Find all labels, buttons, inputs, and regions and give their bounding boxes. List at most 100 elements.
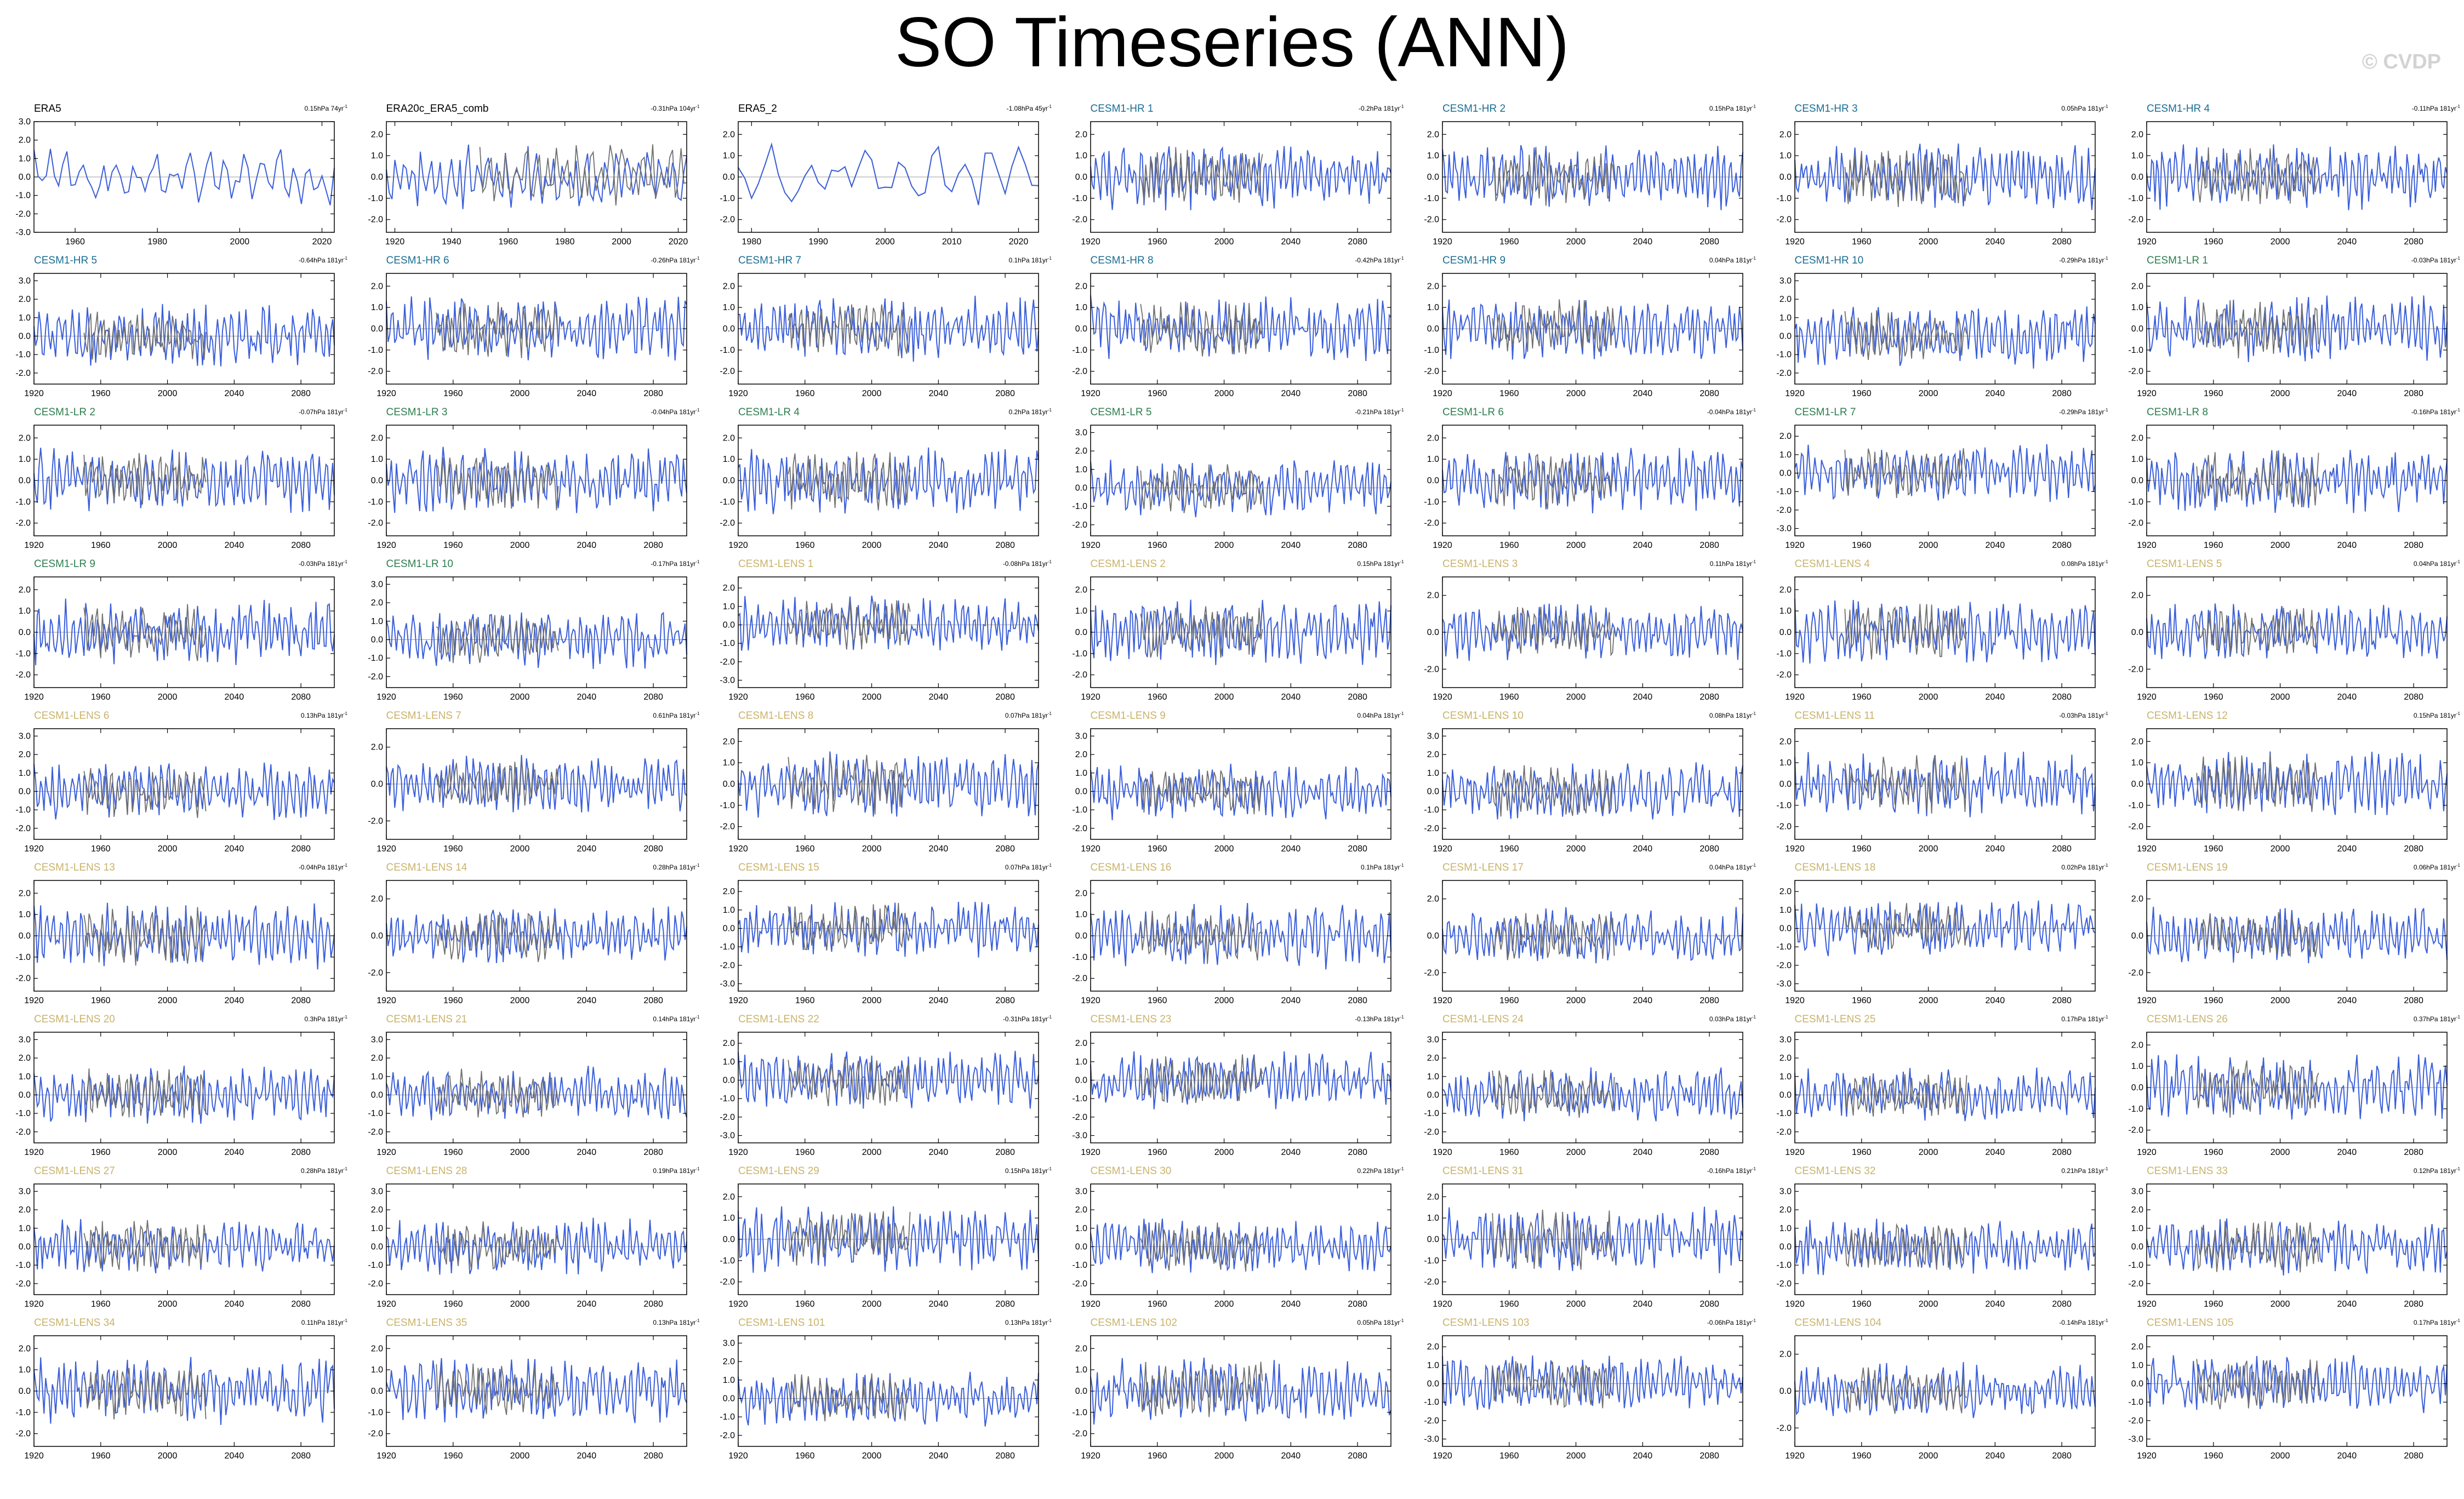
x-tick-label: 2000 xyxy=(1918,1148,1938,1157)
x-tick-label: 1960 xyxy=(443,996,463,1005)
y-tick-label: -2.0 xyxy=(368,519,383,528)
y-tick-label: 0.0 xyxy=(1075,324,1087,334)
y-tick-label: 2.0 xyxy=(2131,433,2143,443)
model-series-line xyxy=(1442,603,1743,661)
timeseries-panel: CESM1-LENS 105 0.17hPa 181yr-1 2.0 1.0 0.0 -1… xyxy=(2113,1316,2464,1468)
y-tick-label: 2.0 xyxy=(1779,585,1791,594)
model-series-line xyxy=(1442,907,1743,964)
x-tick-label: 2080 xyxy=(291,693,311,702)
y-tick-label: 0.0 xyxy=(1779,1242,1791,1251)
x-tick-label: 2020 xyxy=(1009,237,1029,247)
trend-exponent: -1 xyxy=(343,1015,347,1020)
y-tick-label: 2.0 xyxy=(1779,887,1791,896)
x-tick-label: 1920 xyxy=(1785,389,1805,398)
panel-title: CESM1-LENS 33 xyxy=(2147,1165,2228,1177)
y-tick-label: -2.0 xyxy=(1776,1128,1792,1137)
y-tick-label: 2.0 xyxy=(2131,1205,2143,1215)
x-tick-label: 2080 xyxy=(2404,1451,2423,1461)
trend-label: 0.04hPa 181yr-1 xyxy=(1709,863,1756,871)
y-tick-label: 3.0 xyxy=(1779,1035,1791,1044)
timeseries-panel: CESM1-LENS 17 0.04hPa 181yr-1 2.0 0.0 -2.0 19… xyxy=(1408,861,1760,1012)
model-series-line xyxy=(2146,1054,2448,1120)
y-tick-label: -1.0 xyxy=(368,1109,383,1118)
y-tick-label: 0.0 xyxy=(2131,173,2143,182)
timeseries-panel: CESM1-LENS 102 0.05hPa 181yr-1 2.0 1.0 0.0 -1… xyxy=(1057,1316,1408,1468)
y-tick-label: 1.0 xyxy=(370,303,383,312)
x-tick-label: 2040 xyxy=(1281,389,1301,398)
x-tick-label: 2040 xyxy=(225,1148,244,1157)
model-series-line xyxy=(738,596,1039,651)
y-tick-label: 3.0 xyxy=(370,1035,383,1044)
x-tick-label: 2000 xyxy=(1918,237,1938,247)
x-tick-label: 1960 xyxy=(2204,389,2223,398)
x-tick-label: 1960 xyxy=(795,693,815,702)
x-tick-label: 2000 xyxy=(862,693,882,702)
trend-label: 0.12hPa 181yr-1 xyxy=(2413,1166,2460,1175)
y-tick-label: -2.0 xyxy=(15,1279,31,1289)
observed-series-line xyxy=(1844,448,1967,499)
x-tick-label: 2080 xyxy=(2052,1148,2072,1157)
x-tick-label: 2080 xyxy=(995,996,1015,1005)
trend-label: -0.11hPa 181yr-1 xyxy=(2411,104,2460,112)
trend-label: -1.08hPa 45yr-1 xyxy=(1006,104,1052,112)
panel-plot: 3.0 2.0 1.0 0.0 -1.0 -2.0 1920 1960 2000 2040 2080 xyxy=(1424,728,1743,854)
y-tick-label: 0.0 xyxy=(370,324,383,334)
x-tick-label: 2080 xyxy=(995,1148,1015,1157)
trend-label: -0.16hPa 181yr-1 xyxy=(2411,408,2460,416)
panel-plot: 2.0 1.0 0.0 -1.0 -2.0 1920 1960 2000 2040 2080 xyxy=(368,1335,687,1461)
timeseries-panel: CESM1-LENS 3 0.11hPa 181yr-1 2.0 0.0 -2.0 192… xyxy=(1408,557,1760,709)
trend-exponent: -1 xyxy=(1047,256,1052,261)
y-tick-label: -3.0 xyxy=(15,228,31,237)
y-tick-label: 2.0 xyxy=(2131,737,2143,746)
panel-title: CESM1-LENS 13 xyxy=(34,862,115,873)
y-tick-label: 1.0 xyxy=(1075,1057,1087,1067)
y-tick-label: -2.0 xyxy=(2128,665,2143,674)
observed-series-line xyxy=(83,907,207,966)
trend-label: -0.14hPa 181yr-1 xyxy=(2059,1318,2108,1326)
x-tick-label: 2080 xyxy=(1699,1451,1719,1461)
trend-label: 0.28hPa 181yr-1 xyxy=(653,863,700,871)
trend-label: -0.42hPa 181yr-1 xyxy=(1355,256,1404,264)
panel-title: CESM1-HR 9 xyxy=(1442,255,1506,266)
y-tick-label: 2.0 xyxy=(19,889,31,898)
x-tick-label: 2080 xyxy=(1699,996,1719,1005)
x-tick-label: 2040 xyxy=(225,389,244,398)
x-tick-label: 2040 xyxy=(2337,996,2357,1005)
model-series-line xyxy=(1090,903,1391,970)
trend-exponent: -1 xyxy=(2456,256,2460,261)
trend-exponent: -1 xyxy=(2104,256,2108,261)
y-tick-label: 2.0 xyxy=(723,433,735,443)
y-tick-label: -2.0 xyxy=(15,209,31,219)
trend-exponent: -1 xyxy=(695,711,700,716)
x-tick-label: 2000 xyxy=(158,1148,178,1157)
panel-plot: 2.0 1.0 0.0 -1.0 -2.0 1920 1960 2000 2040 2080 xyxy=(15,576,335,702)
panel-title: CESM1-HR 10 xyxy=(1794,255,1864,266)
observed-series-line xyxy=(2196,754,2319,812)
panel-title: CESM1-LENS 28 xyxy=(386,1165,467,1177)
panel-title: CESM1-LR 9 xyxy=(34,558,95,570)
panel-plot: 2.0 1.0 0.0 -1.0 -2.0 -3.0 1920 1960 2000 2040 208… xyxy=(1776,880,2096,1005)
x-tick-label: 1960 xyxy=(1147,693,1167,702)
x-tick-label: 2040 xyxy=(577,541,596,550)
observed-series-line xyxy=(788,754,911,815)
x-tick-label: 2080 xyxy=(2404,1148,2423,1157)
x-tick-label: 1960 xyxy=(1499,693,1519,702)
panel-plot: 2.0 1.0 0.0 -1.0 -2.0 1920 1960 2000 2040 2080 xyxy=(720,1183,1039,1309)
model-series-line xyxy=(385,1358,687,1423)
y-tick-label: -1.0 xyxy=(720,639,735,648)
timeseries-panel: CESM1-LENS 103 -0.06hPa 181yr-1 2.0 1.0 0.0 -… xyxy=(1408,1316,1760,1468)
trend-exponent: -1 xyxy=(2456,1166,2460,1171)
x-tick-label: 1960 xyxy=(1499,1148,1519,1157)
trend-exponent: -1 xyxy=(695,1015,700,1020)
x-tick-label: 1920 xyxy=(24,1300,44,1309)
panel-plot: 2.0 1.0 0.0 -1.0 -2.0 1920 1960 2000 2040 2080 xyxy=(15,425,335,550)
y-tick-label: -2.0 xyxy=(720,822,735,832)
y-tick-label: -2.0 xyxy=(1424,367,1439,376)
panel-title: CESM1-LENS 5 xyxy=(2147,558,2222,570)
y-tick-label: 0.0 xyxy=(370,931,383,941)
panel-plot: 2.0 1.0 0.0 -1.0 -2.0 -3.0 1920 1960 2000 2040 208… xyxy=(720,1032,1039,1157)
observed-series-line xyxy=(1844,1223,1967,1270)
trend-exponent: -1 xyxy=(1400,104,1404,109)
y-tick-label: 0.0 xyxy=(19,1242,31,1251)
